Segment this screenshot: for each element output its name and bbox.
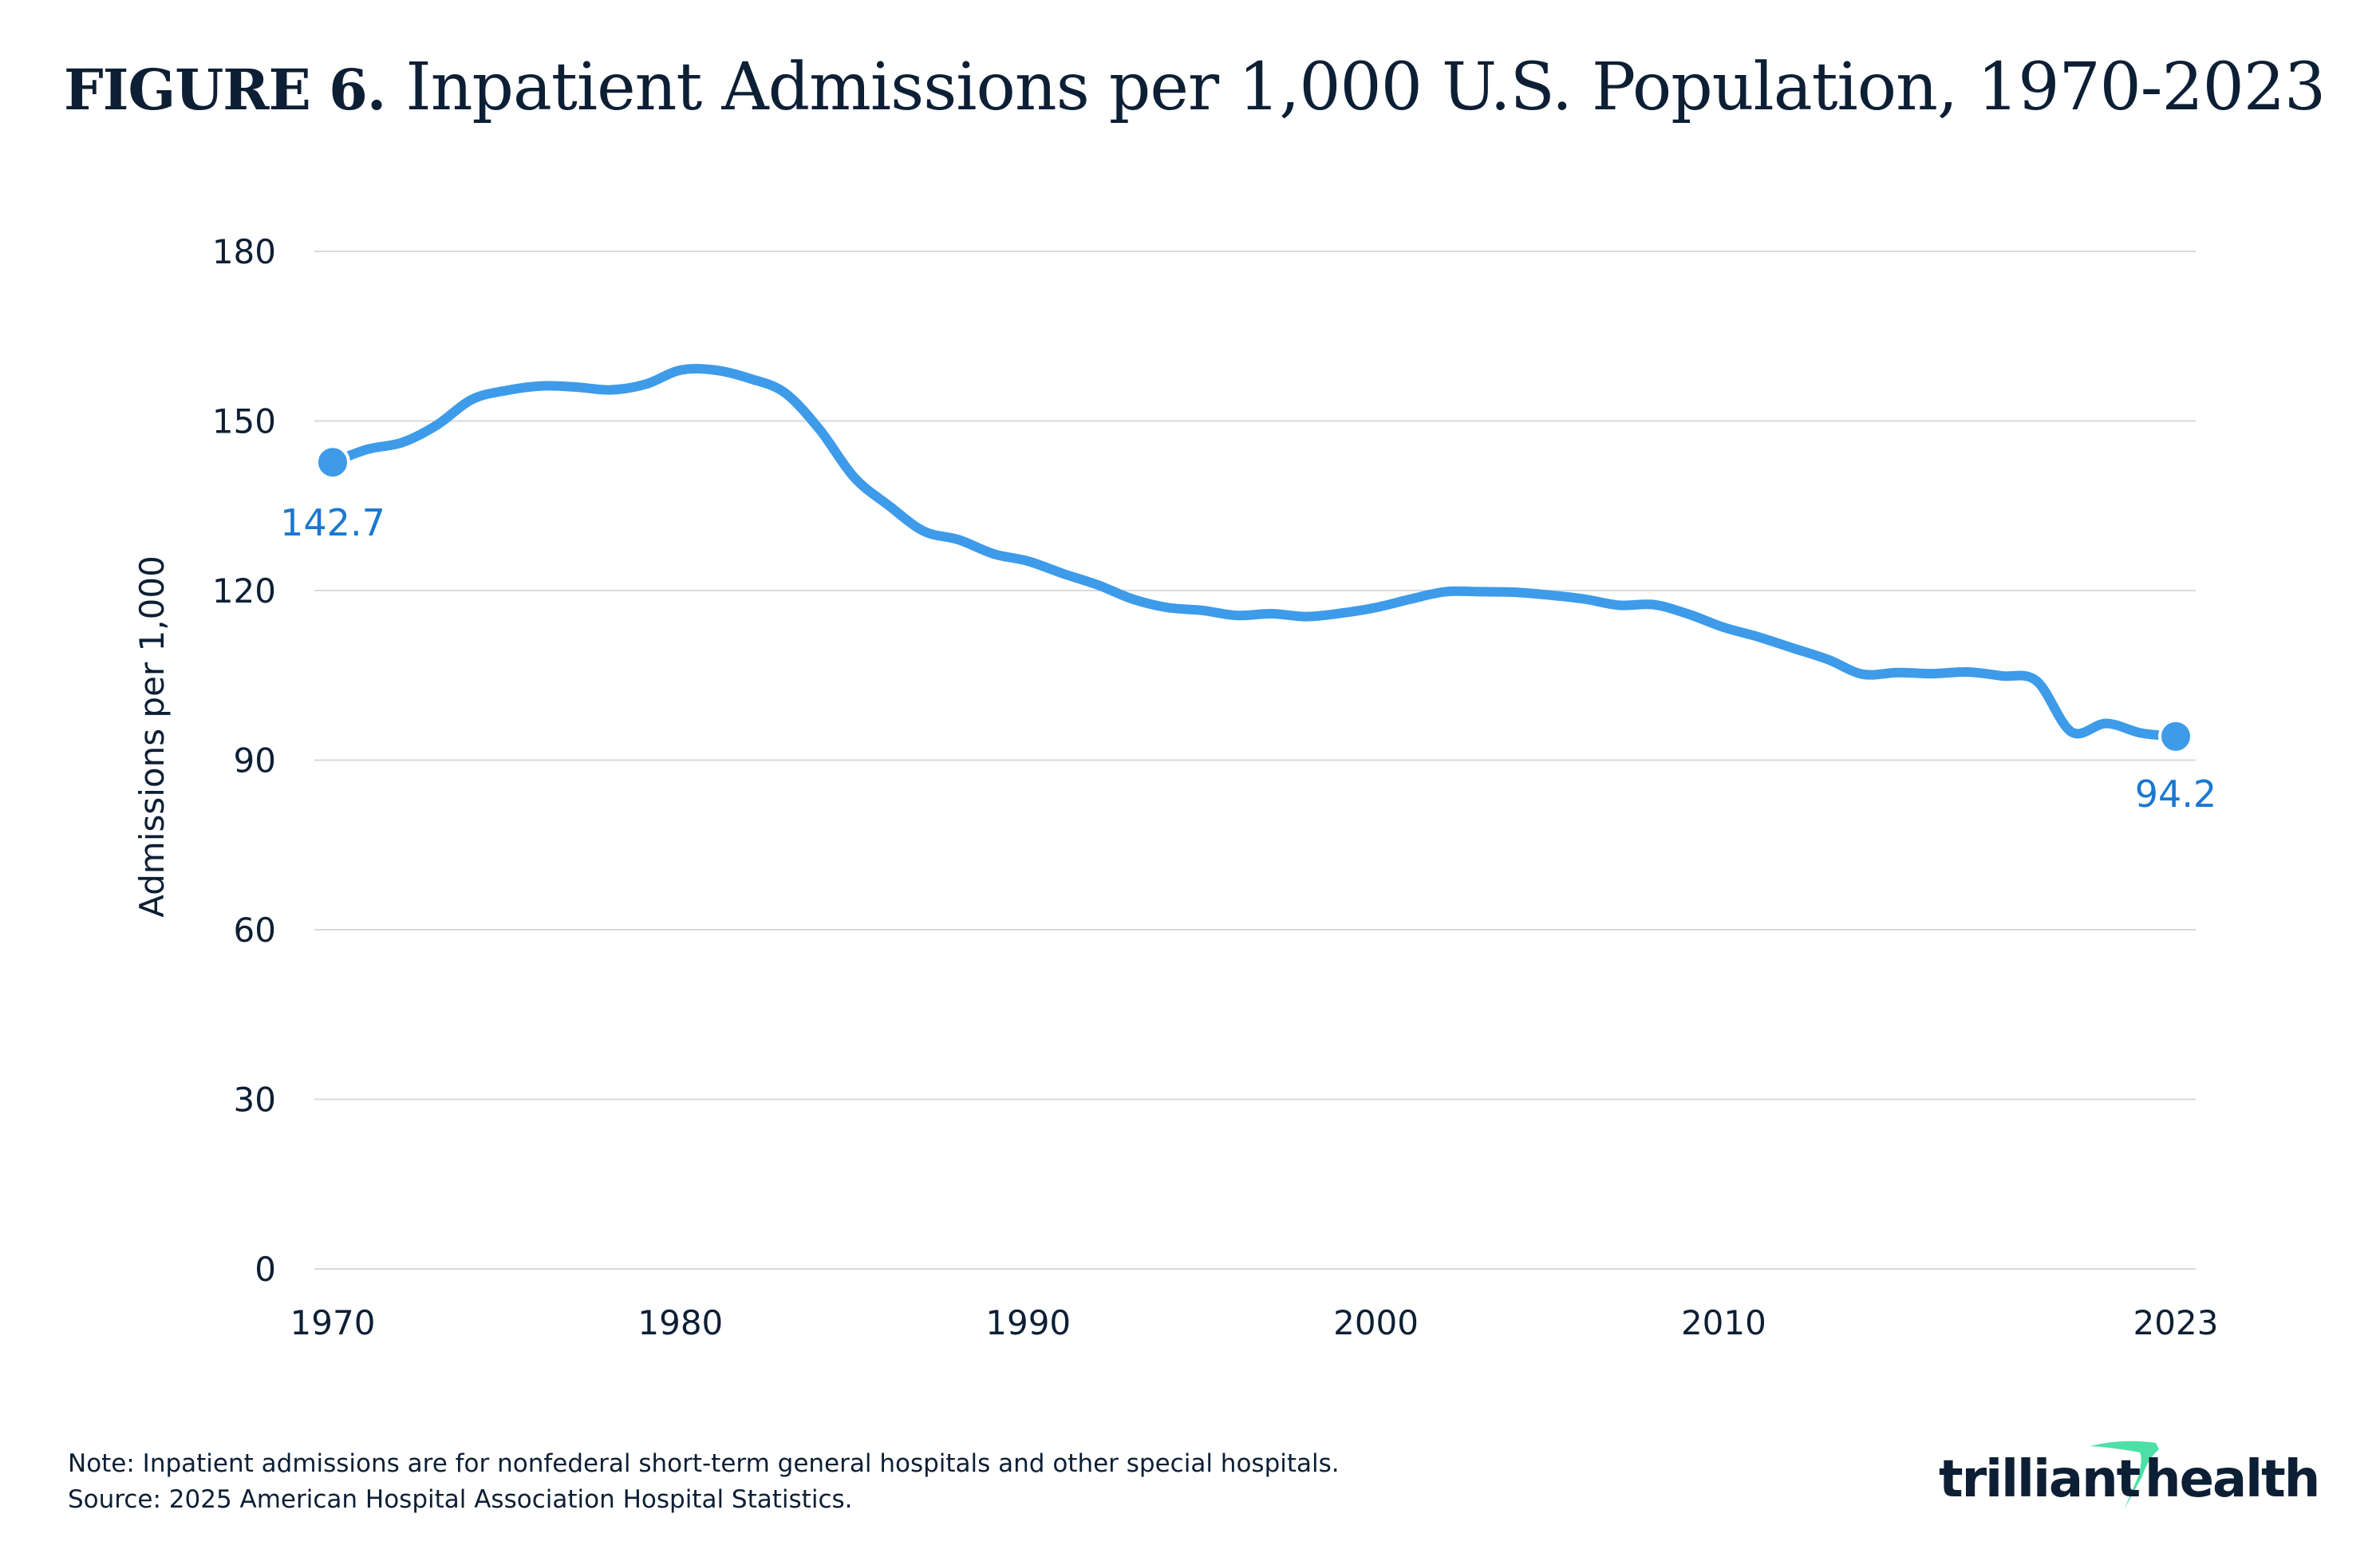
y-tick-label: 90 — [234, 741, 276, 781]
svg-text:trilliant: trilliant — [1939, 1450, 2141, 1509]
y-tick-label: 150 — [212, 402, 276, 441]
svg-text:health: health — [2145, 1450, 2319, 1509]
x-tick-label: 1970 — [290, 1303, 376, 1342]
data-label: 142.7 — [280, 501, 385, 544]
y-tick-label: 30 — [234, 1081, 276, 1120]
y-tick-labels: 0 30 60 90 120 150 180 — [212, 232, 276, 1289]
end-point-marker — [315, 445, 350, 480]
figure-title-text: Inpatient Admissions per 1,000 U.S. Popu… — [405, 49, 2326, 125]
y-tick-label: 180 — [212, 232, 276, 271]
note-text: Note: Inpatient admissions are for nonfe… — [68, 1449, 1340, 1478]
x-tick-label: 2023 — [2133, 1303, 2219, 1342]
figure-title: FIGURE 6. Inpatient Admissions per 1,000… — [64, 49, 2326, 125]
y-axis-title: Admissions per 1,000 — [132, 555, 172, 918]
footnote: Note: Inpatient admissions are for nonfe… — [68, 1446, 1340, 1518]
figure-label: FIGURE 6. — [64, 57, 386, 123]
end-point-marker — [2158, 718, 2193, 754]
x-tick-label: 1980 — [637, 1303, 723, 1342]
data-label: 94.2 — [2135, 773, 2216, 816]
end-markers: 142.7 94.2 — [280, 445, 2216, 816]
gridlines — [314, 251, 2196, 1270]
x-tick-labels: 1970 1980 1990 2000 2010 2023 — [290, 1303, 2219, 1342]
x-tick-label: 2000 — [1333, 1303, 1419, 1342]
source-text: Source: 2025 American Hospital Associati… — [68, 1485, 853, 1514]
x-tick-label: 1990 — [985, 1303, 1071, 1342]
logo-swoosh — [2090, 1441, 2159, 1510]
y-tick-label: 60 — [234, 911, 276, 950]
trilliant-health-logo: trilliant health — [1939, 1441, 2320, 1510]
x-tick-label: 2010 — [1681, 1303, 1766, 1342]
y-tick-label: 120 — [212, 571, 276, 611]
series-line — [328, 363, 2181, 741]
y-tick-label: 0 — [255, 1250, 276, 1289]
